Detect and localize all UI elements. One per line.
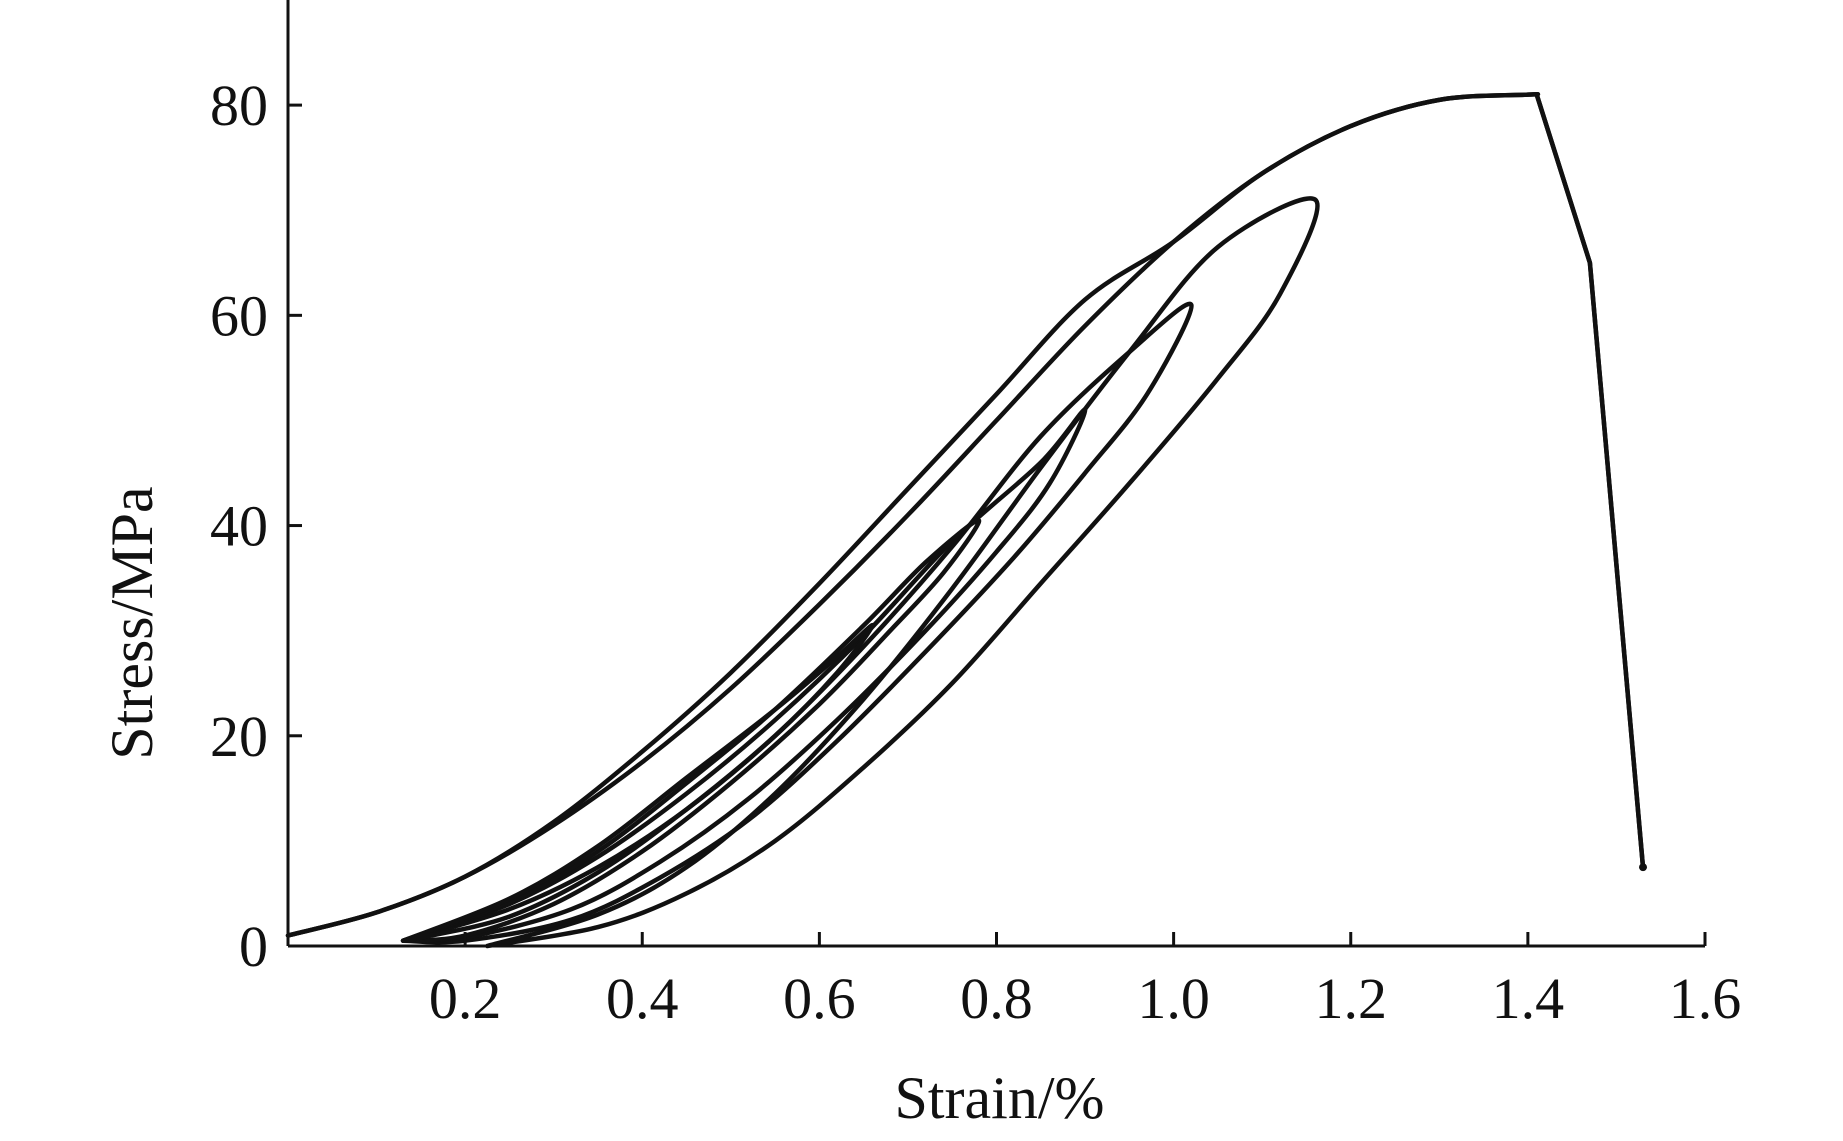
curves-group (285, 91, 1648, 949)
x-tick-label: 0.4 (606, 966, 679, 1031)
y-tick-label: 80 (210, 73, 268, 138)
x-tick-label: 0.2 (429, 966, 502, 1031)
y-axis-title: Stress/MPa (99, 486, 165, 759)
envelope-curve (285, 91, 1646, 938)
x-axis-title: Strain/% (895, 1065, 1105, 1131)
y-tick-label: 60 (210, 283, 268, 348)
y-tick-label: 0 (239, 914, 268, 979)
hysteresis-loop-3 (400, 407, 1088, 944)
x-tick-label: 0.6 (783, 966, 856, 1031)
hysteresis-loop-5 (400, 623, 875, 943)
x-tick-label: 1.6 (1669, 966, 1742, 1031)
end-point-marker (1639, 863, 1648, 872)
envelope-curve (285, 91, 1646, 938)
y-tick-label: 20 (210, 704, 268, 769)
y-tick-label: 40 (210, 494, 268, 559)
x-tick-label: 1.2 (1315, 966, 1388, 1031)
hysteresis-loop-1 (485, 196, 1320, 949)
hysteresis-loop-4 (400, 518, 982, 943)
y-ticks-group: 0 20 40 60 80 (210, 73, 302, 979)
x-tick-label: 1.0 (1137, 966, 1210, 1031)
x-tick-label: 0.8 (960, 966, 1033, 1031)
x-ticks-group: 0.2 0.4 0.6 0.8 1.0 1.2 1.4 1.6 (429, 932, 1741, 1031)
x-tick-label: 1.4 (1492, 966, 1565, 1031)
